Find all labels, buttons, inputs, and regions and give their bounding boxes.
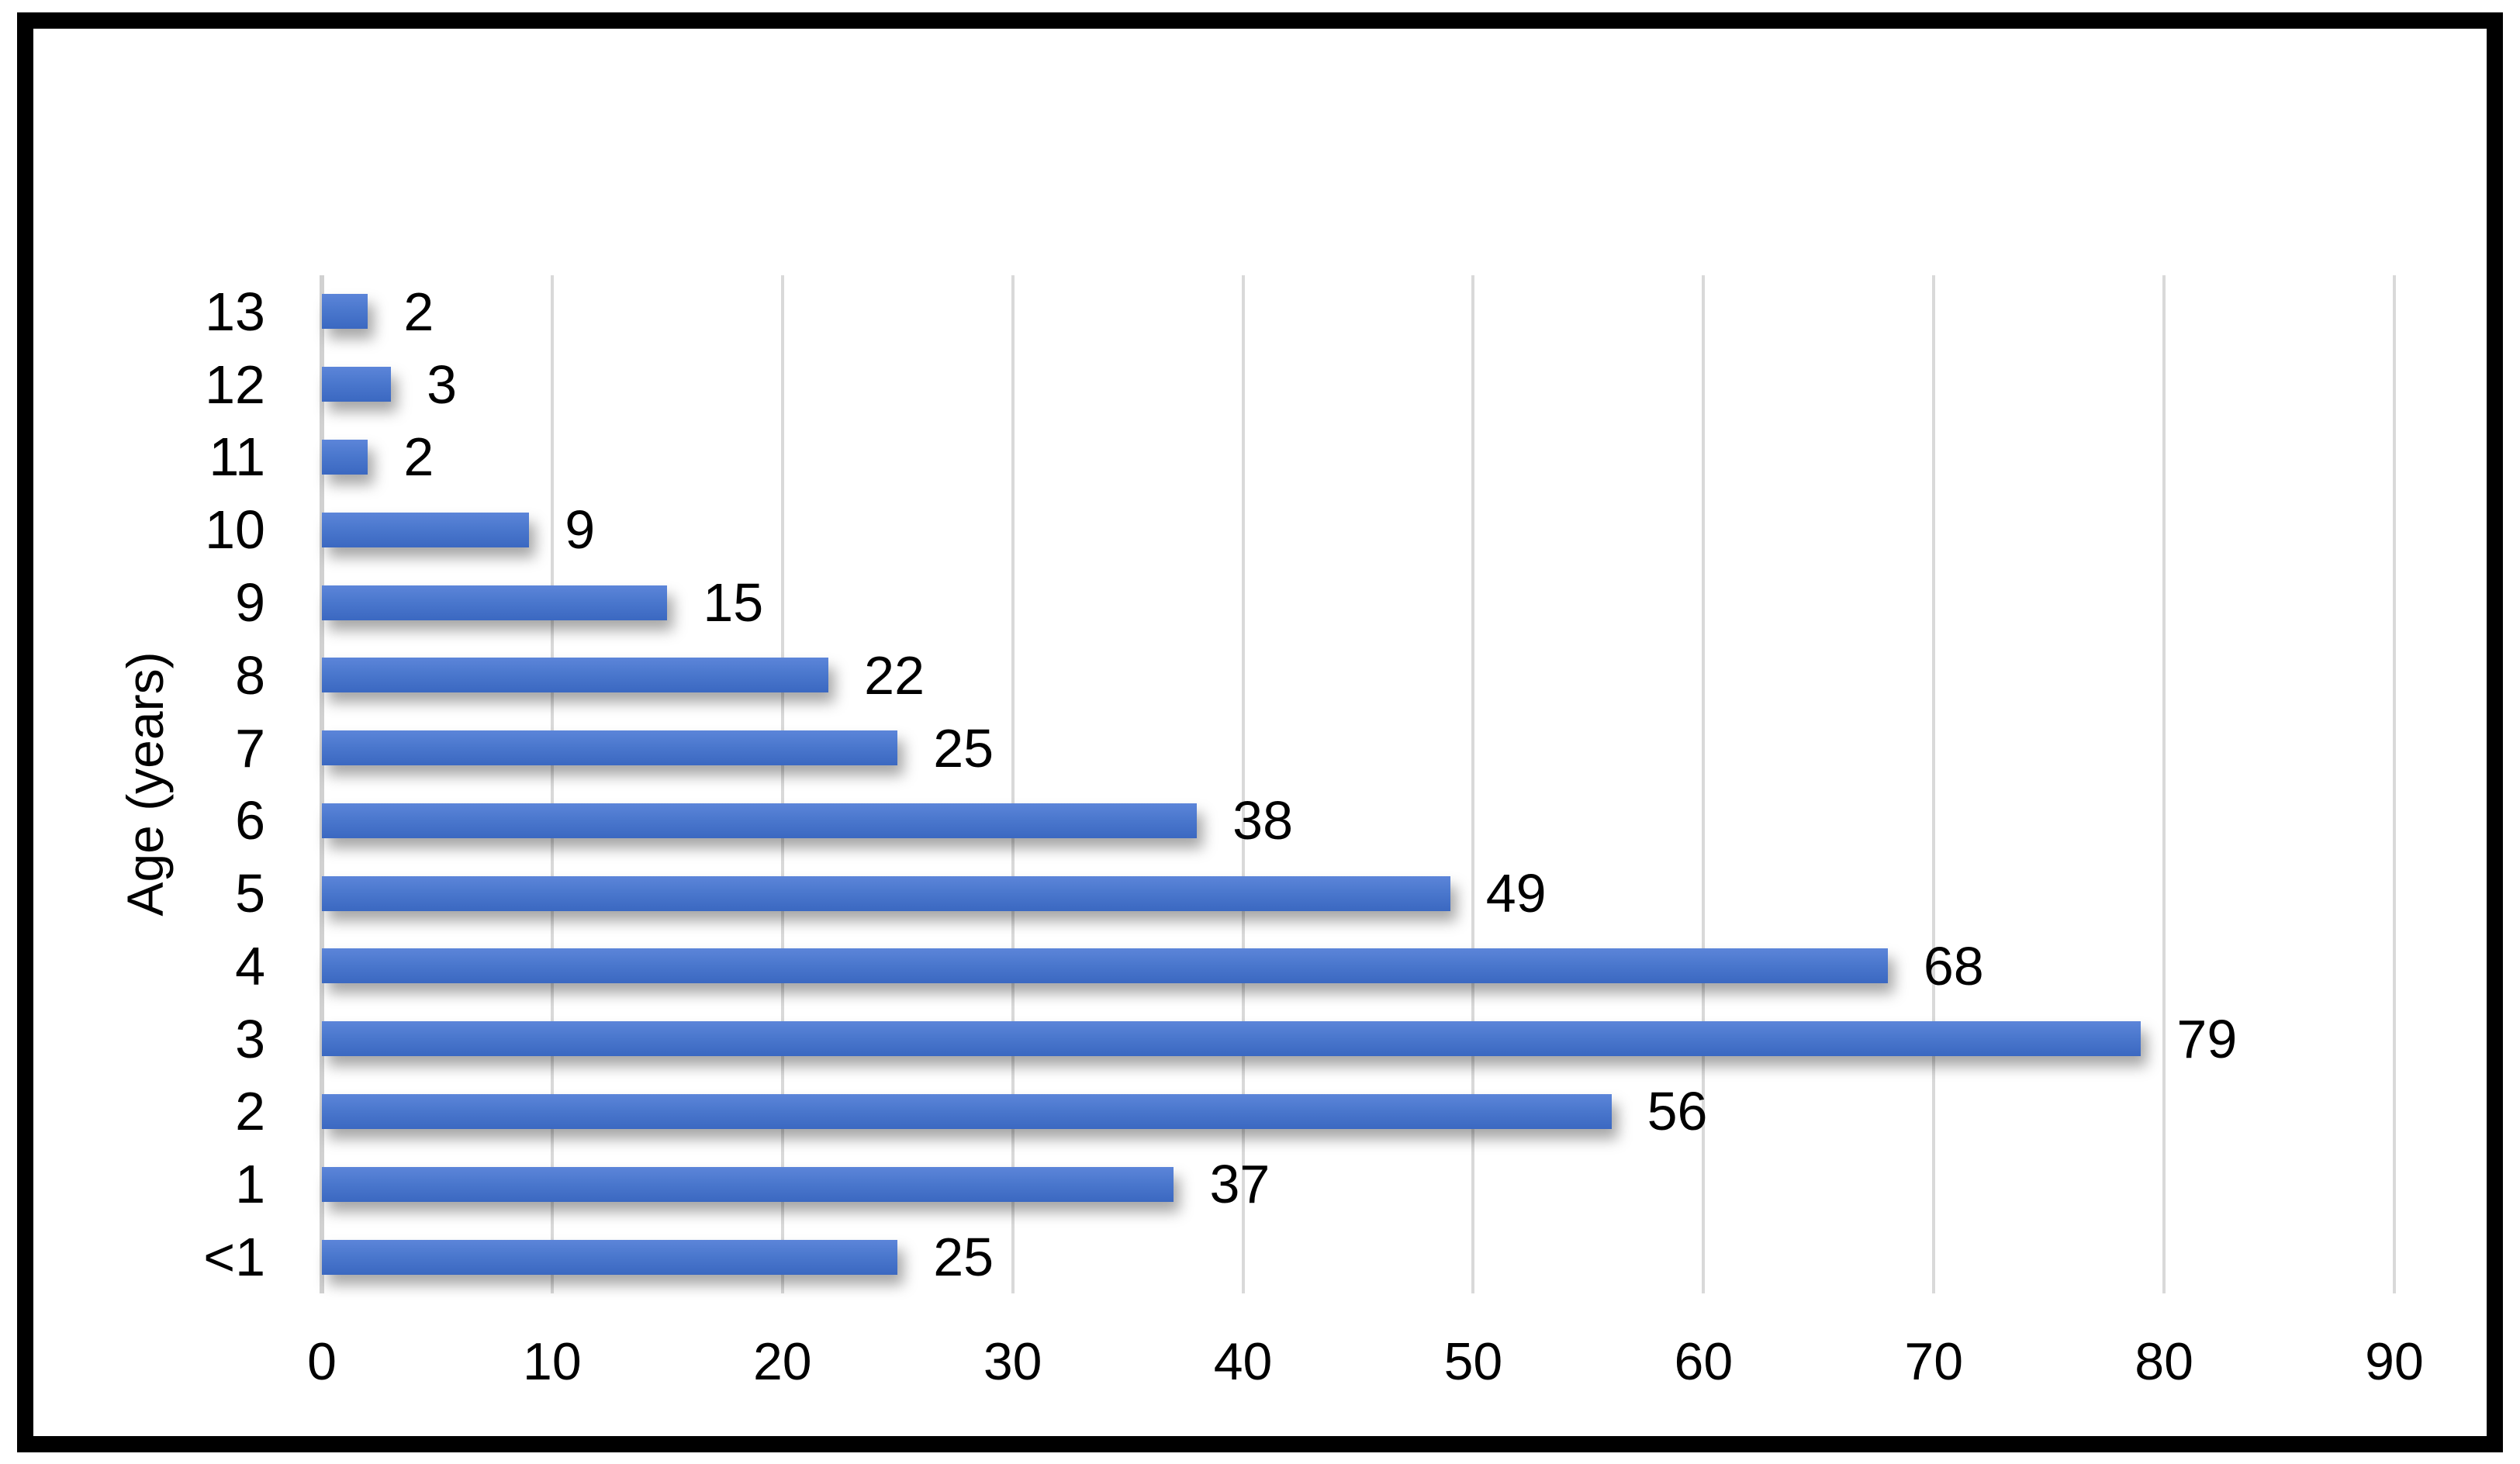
bar-value-label: 2 <box>403 281 434 342</box>
y-axis-category-label: 1 <box>235 1154 265 1215</box>
gridline <box>1932 275 1936 1293</box>
y-axis-category-label: 5 <box>235 863 265 924</box>
y-axis-category-label: 6 <box>235 790 265 851</box>
x-axis-tick-label: 70 <box>1904 1332 1964 1391</box>
bar <box>322 730 898 766</box>
x-axis-tick-label: 20 <box>752 1332 812 1391</box>
y-axis-category-label: 3 <box>235 1008 265 1069</box>
y-axis-category-label: 13 <box>205 281 265 342</box>
x-axis-tick-label: 40 <box>1213 1332 1273 1391</box>
y-axis-category-label: 8 <box>235 644 265 706</box>
bar <box>322 1093 1612 1129</box>
bar <box>322 367 392 402</box>
bar-value-label: 79 <box>2176 1008 2238 1069</box>
bar <box>322 1239 898 1275</box>
x-axis-tick-label: 90 <box>2365 1332 2424 1391</box>
bar-row: 2 <box>322 275 2394 348</box>
x-axis-tick-label: 30 <box>983 1332 1042 1391</box>
y-axis-category-label: 9 <box>235 572 265 634</box>
gridline <box>2162 275 2166 1293</box>
bar-value-label: 3 <box>427 354 457 415</box>
bar-value-label: 68 <box>1923 935 1984 996</box>
y-axis-category-label: 11 <box>209 426 265 488</box>
x-axis-labels: 0 10 20 30 40 50 60 70 80 90 <box>307 1332 2424 1405</box>
bar-value-label: 22 <box>864 644 925 706</box>
bar <box>322 948 1888 984</box>
y-axis-category-label: <1 <box>203 1227 265 1288</box>
bar-row: 9 <box>322 493 2394 566</box>
x-axis-tick-label: 0 <box>307 1332 337 1391</box>
bar-row: 37 <box>322 1148 2394 1221</box>
bar-value-label: 56 <box>1647 1081 1708 1142</box>
gridline <box>1471 275 1475 1293</box>
bars-container: 2 3 2 9 15 22 25 38 49 68 79 56 37 25 <box>322 275 2394 1293</box>
gridlines <box>320 275 2396 1293</box>
bar-value-label: 49 <box>1485 863 1547 924</box>
bar <box>322 512 530 547</box>
gridline <box>2393 275 2396 1293</box>
x-axis-tick-label: 80 <box>2135 1332 2193 1391</box>
bar <box>322 1166 1174 1202</box>
bar-value-label: 25 <box>933 717 994 779</box>
bar-row: 49 <box>322 857 2394 930</box>
bar-row: 56 <box>322 1076 2394 1148</box>
y-axis-category-label: 4 <box>235 935 265 996</box>
plot-area: 2 3 2 9 15 22 25 38 49 68 79 56 37 25 <box>320 275 2396 1293</box>
bar <box>322 803 1198 838</box>
bar-row: 25 <box>322 1221 2394 1293</box>
bar-row: 25 <box>322 712 2394 785</box>
x-axis-tick-label: 50 <box>1443 1332 1503 1391</box>
y-axis-category-label: 12 <box>205 354 265 415</box>
y-axis-labels: 13 12 11 10 9 8 7 6 5 4 3 2 1 <1 <box>0 275 265 1293</box>
gridline <box>550 275 554 1293</box>
y-axis-category-label: 2 <box>235 1081 265 1142</box>
bar-row: 2 <box>322 421 2394 494</box>
gridline <box>1702 275 1706 1293</box>
bar-row: 38 <box>322 784 2394 857</box>
bar-row: 79 <box>322 1003 2394 1076</box>
y-axis-category-label: 7 <box>235 717 265 779</box>
gridline <box>780 275 784 1293</box>
bar-value-label: 37 <box>1209 1154 1270 1215</box>
gridline <box>1241 275 1245 1293</box>
bar <box>322 439 368 475</box>
bar-row: 68 <box>322 930 2394 1003</box>
y-axis-category-label: 10 <box>205 499 265 561</box>
chart-border <box>17 12 2503 1452</box>
bar <box>322 294 368 330</box>
axis-zero-line <box>320 275 324 1293</box>
bar <box>322 875 1450 911</box>
bar-row: 22 <box>322 639 2394 712</box>
bar <box>322 658 829 693</box>
x-axis-tick-label: 10 <box>523 1332 582 1391</box>
bar-value-label: 38 <box>1232 790 1294 851</box>
bar <box>322 585 668 620</box>
bar-row: 3 <box>322 348 2394 421</box>
bar <box>322 1021 2141 1057</box>
bar-row: 15 <box>322 566 2394 639</box>
bar-value-label: 15 <box>703 572 764 634</box>
bar-value-label: 25 <box>933 1227 994 1288</box>
gridline <box>1011 275 1015 1293</box>
bar-value-label: 9 <box>565 499 596 561</box>
bar-value-label: 2 <box>403 426 434 488</box>
x-axis-tick-label: 60 <box>1674 1332 1734 1391</box>
